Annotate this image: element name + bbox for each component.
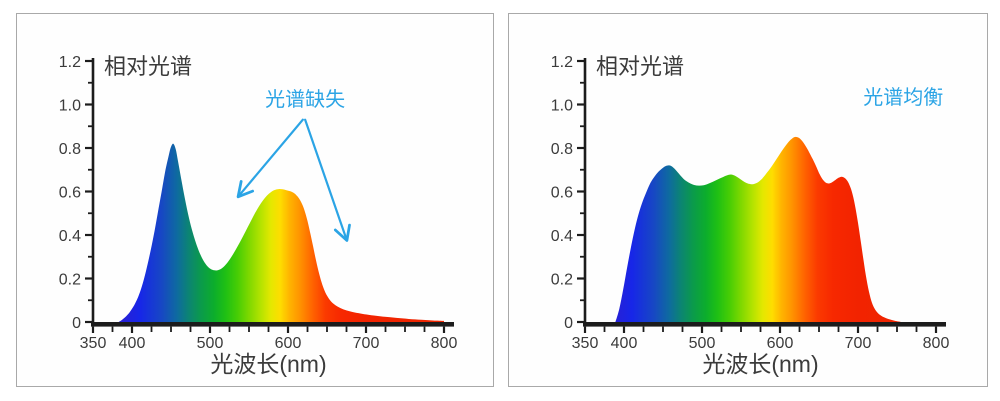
- spectrum-chart-missing: 350 400 500 600 700 800 0 0.2 0.4 0.6 0.8 1.0 1.2 相对光…: [59, 54, 458, 377]
- x-tick-label: 400: [119, 335, 146, 352]
- y-tick-label: 0: [72, 315, 81, 332]
- y-tick-label: 1.2: [551, 54, 573, 71]
- y-tick-label: 0.2: [59, 272, 81, 289]
- annotation-label: 光谱均衡: [863, 86, 943, 109]
- x-tick-label: 700: [845, 335, 872, 352]
- y-tick-label: 0.4: [551, 228, 573, 245]
- annotation-arrow: [304, 118, 351, 242]
- chart-title: 相对光谱: [596, 54, 684, 79]
- y-tick-label: 0.8: [551, 141, 573, 158]
- x-tick-label: 600: [275, 335, 302, 352]
- x-tick-label: 400: [611, 335, 638, 352]
- y-tick-label: 0: [564, 315, 573, 332]
- x-tick-label: 800: [923, 335, 950, 352]
- x-axis: [91, 322, 454, 327]
- annotation-label: 光谱缺失: [265, 88, 345, 111]
- y-tick-label: 1.0: [551, 98, 573, 115]
- x-tick-label: 500: [689, 335, 716, 352]
- spectrum-curve: [615, 136, 902, 325]
- spectrum-curve: [118, 143, 444, 325]
- x-tick-label: 600: [767, 335, 794, 352]
- y-tick-label: 0.6: [551, 185, 573, 202]
- y-tick-label: 0.2: [551, 272, 573, 289]
- y-tick-label: 0.8: [59, 141, 81, 158]
- y-tick-label: 0.4: [59, 228, 81, 245]
- chart-panel-balanced-spectrum: 350 400 500 600 700 800 0 0.2 0.4 0.6 0.8 1.0 1.2 相对光…: [508, 13, 988, 387]
- annotation-arrow: [236, 118, 304, 199]
- chart-title: 相对光谱: [104, 54, 192, 79]
- spectrum-chart-balanced: 350 400 500 600 700 800 0 0.2 0.4 0.6 0.8 1.0 1.2 相对光…: [551, 54, 950, 377]
- x-axis-label: 光波长(nm): [210, 351, 326, 377]
- x-tick-label: 350: [80, 335, 107, 352]
- x-axis: [583, 322, 946, 327]
- y-tick-label: 1.2: [59, 54, 81, 71]
- y-tick-label: 1.0: [59, 98, 81, 115]
- x-tick-label: 800: [431, 335, 458, 352]
- x-tick-label: 500: [197, 335, 224, 352]
- x-tick-label: 350: [572, 335, 599, 352]
- y-tick-label: 0.6: [59, 185, 81, 202]
- x-tick-label: 700: [353, 335, 380, 352]
- chart-panel-missing-spectrum: 350 400 500 600 700 800 0 0.2 0.4 0.6 0.8 1.0 1.2 相对光…: [16, 13, 494, 387]
- x-axis-label: 光波长(nm): [702, 351, 818, 377]
